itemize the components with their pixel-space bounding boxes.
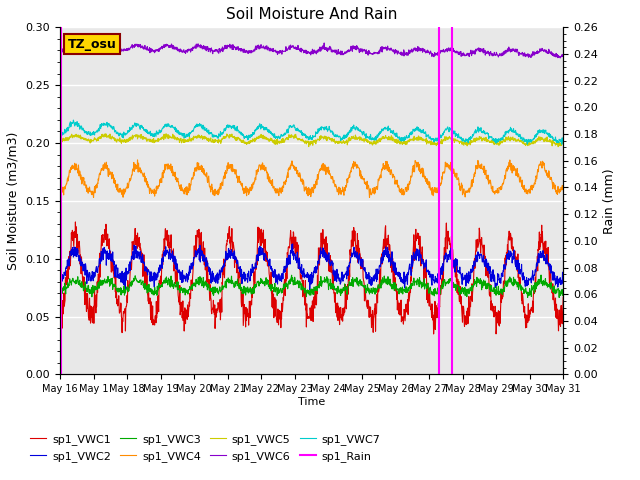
sp1_VWC1 xyxy=(280,280,288,286)
sp1_VWC1 xyxy=(95,270,103,276)
sp1_VWC2 xyxy=(280,270,288,276)
Legend: sp1_VWC1, sp1_VWC2, sp1_VWC3, sp1_VWC4, sp1_VWC5, sp1_VWC6, sp1_VWC7, sp1_Rain: sp1_VWC1, sp1_VWC2, sp1_VWC3, sp1_VWC4, … xyxy=(25,430,385,466)
sp1_VWC5 xyxy=(162,131,170,137)
sp1_VWC3 xyxy=(524,295,531,300)
Line: sp1_VWC5: sp1_VWC5 xyxy=(60,134,563,147)
sp1_VWC2 xyxy=(116,275,124,280)
sp1_VWC5 xyxy=(270,139,278,144)
Y-axis label: Rain (mm): Rain (mm) xyxy=(604,168,616,234)
sp1_VWC2 xyxy=(95,263,103,269)
sp1_VWC3 xyxy=(559,289,567,295)
sp1_VWC7 xyxy=(343,134,351,140)
sp1_VWC4 xyxy=(280,180,288,186)
sp1_VWC6 xyxy=(343,50,351,56)
sp1_VWC5 xyxy=(343,137,351,143)
sp1_VWC4 xyxy=(289,163,297,169)
sp1_VWC5 xyxy=(289,133,297,139)
sp1_VWC1 xyxy=(72,219,79,225)
sp1_VWC5 xyxy=(116,138,124,144)
sp1_VWC4 xyxy=(116,186,124,192)
sp1_VWC6 xyxy=(56,46,64,51)
sp1_VWC4 xyxy=(343,182,351,188)
sp1_VWC7 xyxy=(280,131,288,136)
sp1_VWC3 xyxy=(56,289,64,295)
sp1_VWC1 xyxy=(116,310,124,316)
sp1_VWC7 xyxy=(270,132,278,138)
sp1_VWC5 xyxy=(559,141,567,146)
sp1_VWC4 xyxy=(559,184,567,190)
sp1_VWC4 xyxy=(134,157,141,163)
sp1_VWC3 xyxy=(116,289,124,295)
sp1_VWC1 xyxy=(56,319,64,324)
sp1_VWC7 xyxy=(116,132,124,137)
sp1_VWC3 xyxy=(289,278,297,284)
sp1_VWC5 xyxy=(554,144,562,150)
sp1_VWC5 xyxy=(280,139,288,144)
sp1_VWC6 xyxy=(280,48,288,54)
sp1_VWC6 xyxy=(559,53,567,59)
sp1_VWC7 xyxy=(289,122,297,128)
sp1_VWC6 xyxy=(289,43,297,48)
sp1_VWC1 xyxy=(289,229,297,235)
sp1_VWC7 xyxy=(70,117,77,123)
Title: Soil Moisture And Rain: Soil Moisture And Rain xyxy=(226,7,397,22)
sp1_VWC4 xyxy=(95,175,103,180)
sp1_VWC6 xyxy=(76,39,83,45)
X-axis label: Time: Time xyxy=(298,397,325,407)
Text: TZ_osu: TZ_osu xyxy=(68,38,116,51)
Line: sp1_VWC6: sp1_VWC6 xyxy=(60,42,563,58)
sp1_VWC2 xyxy=(343,268,351,274)
sp1_VWC6 xyxy=(95,45,103,50)
Line: sp1_VWC2: sp1_VWC2 xyxy=(60,244,563,289)
sp1_VWC7 xyxy=(95,125,103,131)
sp1_VWC2 xyxy=(269,268,277,274)
sp1_VWC3 xyxy=(95,282,103,288)
sp1_VWC4 xyxy=(270,183,278,189)
sp1_VWC7 xyxy=(558,142,566,147)
Line: sp1_VWC7: sp1_VWC7 xyxy=(60,120,563,144)
Y-axis label: Soil Moisture (m3/m3): Soil Moisture (m3/m3) xyxy=(7,132,20,270)
sp1_VWC6 xyxy=(116,46,124,52)
sp1_VWC6 xyxy=(270,48,278,54)
sp1_VWC2 xyxy=(559,281,567,287)
sp1_VWC7 xyxy=(56,130,64,135)
sp1_VWC2 xyxy=(56,269,64,275)
sp1_VWC3 xyxy=(269,286,277,292)
sp1_VWC1 xyxy=(430,331,438,337)
sp1_VWC3 xyxy=(280,286,288,291)
sp1_VWC2 xyxy=(289,241,296,247)
sp1_VWC5 xyxy=(56,138,64,144)
sp1_VWC2 xyxy=(289,249,297,254)
sp1_VWC7 xyxy=(559,139,567,145)
sp1_VWC4 xyxy=(365,194,373,200)
Line: sp1_VWC1: sp1_VWC1 xyxy=(60,222,563,334)
sp1_VWC2 xyxy=(306,287,314,292)
sp1_VWC1 xyxy=(343,291,351,297)
sp1_VWC1 xyxy=(559,294,567,300)
sp1_VWC6 xyxy=(556,55,564,61)
sp1_VWC4 xyxy=(56,190,64,196)
sp1_VWC3 xyxy=(537,272,545,278)
Line: sp1_VWC3: sp1_VWC3 xyxy=(60,275,563,298)
Line: sp1_VWC4: sp1_VWC4 xyxy=(60,160,563,197)
sp1_VWC5 xyxy=(95,135,103,141)
sp1_VWC3 xyxy=(342,285,350,291)
sp1_VWC1 xyxy=(270,315,278,321)
